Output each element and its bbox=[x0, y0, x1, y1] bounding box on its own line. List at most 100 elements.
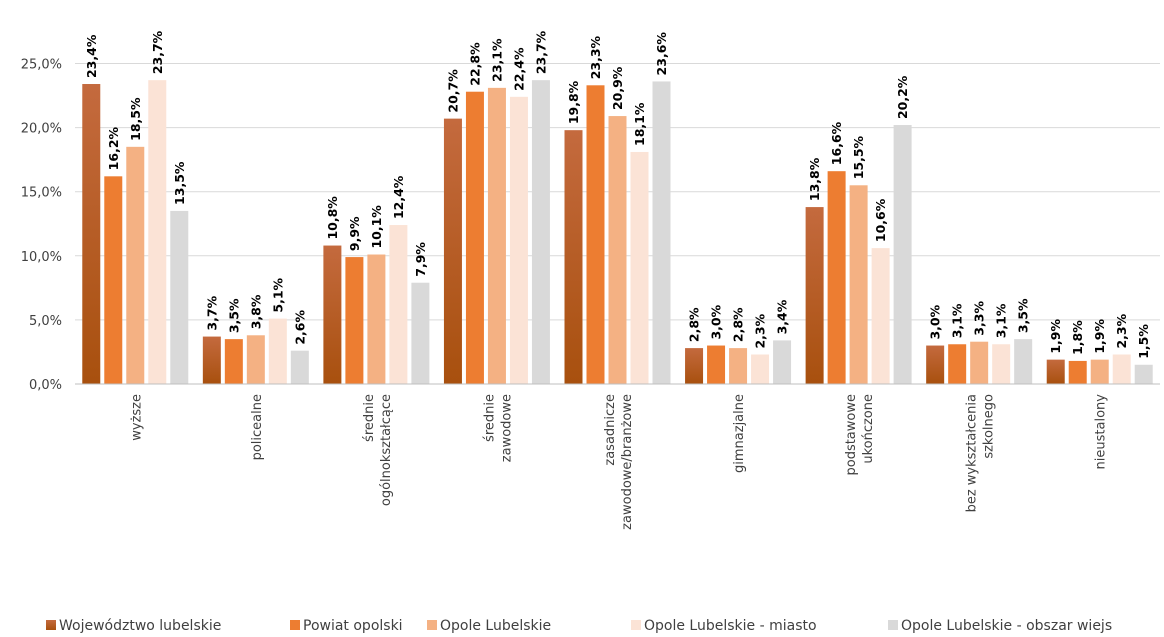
bar bbox=[805, 207, 824, 384]
bar bbox=[1090, 359, 1109, 384]
bar bbox=[608, 116, 627, 384]
legend-swatch bbox=[427, 620, 437, 630]
category-label: szkolnego bbox=[982, 394, 997, 459]
data-label: 19,8% bbox=[566, 80, 581, 124]
legend-swatch bbox=[888, 620, 898, 630]
bar bbox=[1068, 360, 1087, 384]
bar bbox=[849, 185, 868, 384]
legend-label: Powiat opolski bbox=[303, 618, 403, 633]
bar bbox=[586, 85, 605, 384]
y-tick-label: 5,0% bbox=[29, 314, 62, 329]
category-label: wyższe bbox=[129, 394, 144, 441]
bar bbox=[871, 248, 890, 384]
bar bbox=[685, 348, 704, 384]
data-label: 23,1% bbox=[489, 38, 504, 82]
data-label: 1,5% bbox=[1136, 324, 1151, 359]
bar bbox=[126, 146, 145, 384]
category-label: gimnazjalne bbox=[732, 394, 747, 473]
category-labels: wyższe policealne średnie ogólnokształcące ś… bbox=[129, 394, 1108, 530]
bar bbox=[652, 81, 671, 384]
data-label: 1,9% bbox=[1092, 318, 1107, 353]
bar bbox=[926, 345, 945, 384]
bar bbox=[148, 80, 167, 384]
data-label: 16,6% bbox=[829, 121, 844, 165]
data-labels: 23,4% 3,7% 10,8% 20,7% 19,8% 2,8% 13,8% 3,0% 1,9… bbox=[84, 30, 1151, 358]
data-label: 22,4% bbox=[511, 47, 526, 91]
bar bbox=[345, 257, 364, 384]
category-label: zawodowe bbox=[499, 394, 514, 462]
data-label: 18,1% bbox=[632, 102, 647, 146]
data-label: 3,5% bbox=[1016, 298, 1031, 333]
category-label: bez wykształcenia bbox=[965, 394, 980, 512]
y-tick-label: 20,0% bbox=[21, 122, 62, 137]
data-label: 18,5% bbox=[128, 97, 143, 141]
data-label: 20,2% bbox=[895, 75, 910, 119]
bar bbox=[268, 318, 287, 384]
data-label: 23,6% bbox=[654, 32, 669, 76]
data-label: 13,5% bbox=[172, 161, 187, 205]
bar bbox=[487, 87, 506, 384]
y-tick-label: 10,0% bbox=[21, 250, 62, 265]
data-label: 7,9% bbox=[413, 242, 428, 277]
bar bbox=[170, 210, 189, 384]
bar bbox=[827, 171, 846, 384]
bar bbox=[367, 254, 386, 384]
bar bbox=[630, 151, 649, 384]
bar bbox=[531, 80, 550, 384]
data-label: 3,0% bbox=[928, 304, 943, 339]
legend-label: Opole Lubelskie - miasto bbox=[644, 618, 817, 633]
category-label: średnie bbox=[362, 394, 377, 442]
category-label: ukończone bbox=[861, 394, 876, 464]
category-label: zasadnicze bbox=[603, 394, 618, 466]
legend-label: Opole Lubelskie - obszar wiejs bbox=[901, 618, 1112, 633]
data-label: 2,8% bbox=[731, 307, 746, 342]
data-label: 5,1% bbox=[270, 277, 285, 312]
category-label: policealne bbox=[250, 394, 265, 460]
bar bbox=[970, 341, 989, 384]
bar bbox=[224, 339, 243, 384]
y-tick-label: 25,0% bbox=[21, 58, 62, 73]
bar bbox=[1112, 354, 1131, 384]
legend-label: Województwo lubelskie bbox=[59, 618, 221, 633]
bar bbox=[1134, 364, 1153, 384]
data-label: 23,4% bbox=[84, 34, 99, 78]
data-label: 10,8% bbox=[325, 196, 340, 240]
bar bbox=[104, 176, 123, 384]
data-label: 3,7% bbox=[204, 295, 219, 330]
bar bbox=[290, 350, 309, 384]
bar bbox=[389, 225, 408, 384]
bar bbox=[443, 118, 462, 384]
bar bbox=[564, 130, 583, 384]
data-label: 3,8% bbox=[248, 294, 263, 329]
data-label: 23,7% bbox=[533, 30, 548, 74]
bar bbox=[202, 336, 221, 384]
bar bbox=[773, 340, 792, 384]
category-label: ogólnokształcące bbox=[379, 394, 394, 506]
data-label: 20,7% bbox=[445, 69, 460, 113]
data-label: 3,1% bbox=[950, 303, 965, 338]
data-label: 9,9% bbox=[347, 216, 362, 251]
data-label: 10,1% bbox=[369, 205, 384, 249]
data-label: 3,3% bbox=[972, 301, 987, 336]
data-label: 1,8% bbox=[1070, 320, 1085, 355]
bar bbox=[948, 344, 967, 384]
bar bbox=[465, 91, 484, 384]
data-label: 22,8% bbox=[467, 42, 482, 86]
legend-swatch bbox=[631, 620, 641, 630]
data-label: 23,3% bbox=[588, 35, 603, 79]
data-label: 2,3% bbox=[1114, 313, 1129, 348]
data-label: 23,7% bbox=[150, 30, 165, 74]
data-label: 16,2% bbox=[106, 126, 121, 170]
bar bbox=[82, 84, 101, 385]
y-tick-label: 0,0% bbox=[29, 378, 62, 393]
legend-swatch bbox=[46, 620, 56, 630]
bar bbox=[1046, 359, 1065, 384]
y-axis-ticks: 0,0% 5,0% 10,0% 15,0% 20,0% 25,0% bbox=[21, 58, 62, 394]
data-label: 3,4% bbox=[775, 299, 790, 334]
category-label: nieustalony bbox=[1094, 394, 1109, 470]
data-label: 1,9% bbox=[1048, 318, 1063, 353]
data-label: 15,5% bbox=[851, 135, 866, 179]
data-label: 3,1% bbox=[994, 303, 1009, 338]
